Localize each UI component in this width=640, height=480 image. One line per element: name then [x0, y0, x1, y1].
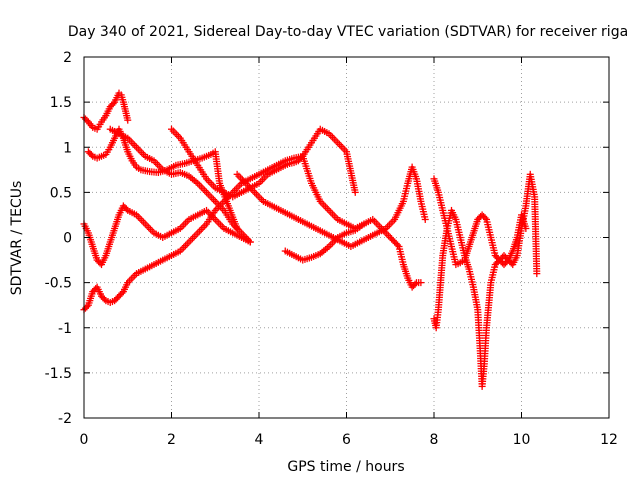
y-tick-label: 2	[63, 50, 72, 66]
data-point-marker	[100, 295, 108, 303]
y-axis-label: SDTVAR / TECUs	[9, 181, 25, 296]
y-tick-label: -0.5	[45, 276, 72, 292]
x-tick-label: 0	[80, 432, 89, 448]
chart-title: Day 340 of 2021, Sidereal Day-to-day VTE…	[68, 24, 628, 40]
series-track-3	[106, 125, 254, 246]
x-tick-label: 10	[513, 432, 531, 448]
series-track-10	[430, 175, 530, 269]
x-tick-label: 6	[342, 432, 351, 448]
axis-ticks: 0 2 4 6 8 10 12 -2 -1.5 -1 -0.5 0 0.5 1 1.5 2	[45, 50, 618, 448]
series-track-1	[80, 89, 132, 133]
data-point-marker	[118, 289, 126, 297]
x-tick-label: 4	[255, 432, 264, 448]
series-track-4	[168, 125, 359, 201]
x-tick-label: 12	[600, 432, 618, 448]
series-track-9	[430, 170, 541, 390]
x-tick-label: 2	[167, 432, 176, 448]
x-axis-label: GPS time / hours	[287, 459, 404, 475]
data-point-marker	[481, 214, 489, 222]
data-point-marker	[533, 270, 541, 278]
series-track-5	[80, 202, 254, 269]
data-point-marker	[421, 215, 429, 223]
y-tick-label: -1.5	[45, 366, 72, 382]
data-point-marker	[411, 280, 419, 288]
y-tick-label: 1.5	[50, 95, 72, 111]
data-points	[80, 89, 541, 390]
y-tick-label: 1	[63, 140, 72, 156]
data-point-marker	[351, 188, 359, 196]
grid	[84, 57, 609, 418]
y-tick-label: -2	[58, 411, 72, 427]
data-point-marker	[394, 241, 402, 249]
data-point-marker	[124, 116, 132, 124]
y-tick-label: 0.5	[50, 185, 72, 201]
data-point-marker	[83, 303, 91, 311]
data-point-marker	[109, 100, 117, 108]
y-tick-label: -1	[58, 321, 72, 337]
series-track-8	[281, 215, 425, 291]
data-point-marker	[417, 279, 425, 287]
data-point-marker	[522, 224, 530, 232]
x-tick-label: 8	[430, 432, 439, 448]
data-point-marker	[122, 205, 130, 213]
data-point-marker	[87, 151, 95, 159]
data-point-marker	[246, 238, 254, 246]
data-point-marker	[503, 258, 511, 266]
y-tick-label: 0	[63, 231, 72, 247]
